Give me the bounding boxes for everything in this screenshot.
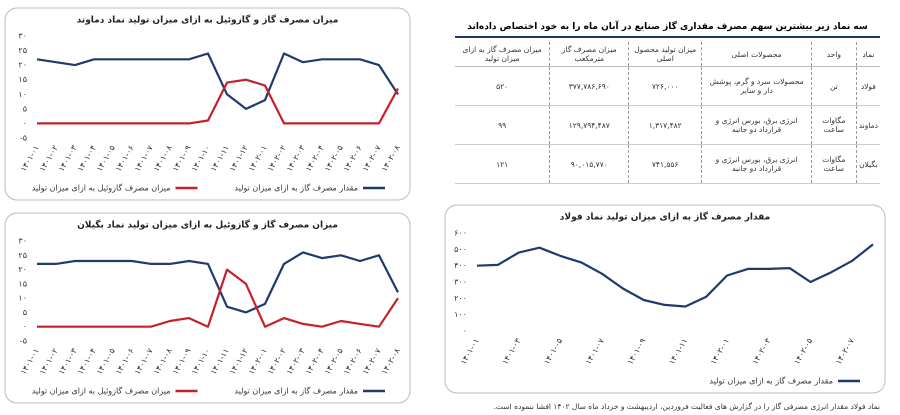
y-tick-label: ۱۵ [18, 279, 27, 288]
y-tick-label: -۵ [20, 134, 27, 143]
y-tick-label: ۰ [23, 119, 27, 128]
header-cell: محصولات اصلی [701, 42, 812, 67]
y-tick-label: ۴۰۰ [454, 261, 467, 270]
table-row: بگیلان مگاوات ساعت انرژی برق، بورس انرژی و… [455, 144, 880, 184]
x-tick-label: ۱۴۰۱-۱۱ [667, 337, 689, 366]
table-cell: ۳۷۷,۷۸۶,۶۹۰ [549, 66, 629, 106]
header-cell: واحد [811, 42, 857, 67]
footnote: نماد فولاد مقدار انرژی مصرفی گاز را در گ… [493, 402, 880, 411]
header-cell: میزان تولید محصول اصلی [628, 42, 702, 67]
chart-frame [4, 212, 411, 404]
legend-label: مقدار مصرف گاز به ازای میزان تولید [234, 183, 358, 193]
y-tick-label: ۱۰ [18, 294, 27, 303]
table-cell: ۷۴۱,۵۵۶ [628, 144, 702, 184]
y-tick-label: ۳۰ [18, 32, 27, 41]
legend-label: مقدار مصرف گاز به ازای میزان تولید [709, 376, 833, 386]
table-cell: مگاوات ساعت [811, 105, 857, 145]
table-cell: بگیلان [855, 144, 880, 184]
chart-frame [4, 7, 411, 201]
y-tick-label: ۶۰۰ [454, 229, 467, 238]
table-cell: تن [811, 66, 857, 106]
y-tick-label: ۱۰۰ [454, 310, 467, 319]
y-tick-label: ۲۰۰ [454, 294, 467, 303]
x-tick-label: ۱۴۰۲-۰۸ [380, 346, 402, 376]
series-line [37, 78, 399, 125]
series-line [37, 268, 399, 328]
y-tick-label: ۲۰ [18, 265, 27, 274]
y-tick-label: ۲۵ [18, 251, 27, 260]
header-row: نماد واحد محصولات اصلی میزان تولید محصول اص… [455, 42, 880, 67]
table-cell: انرژی برق، بورس انرژی و قرارداد دو جانبه [701, 144, 812, 184]
series-line [36, 52, 399, 110]
x-tick-label: ۱۴۰۲-۰۷ [834, 336, 856, 366]
x-tick-label: ۱۴۰۱-۰۱ [459, 337, 481, 366]
table-cell: ۱۲۹,۷۹۴,۴۸۷ [549, 105, 629, 145]
x-tick-label: ۱۴۰۲-۰۱ [709, 337, 731, 366]
legend-label: میزان مصرف گازوئیل به ازای میزان تولید [32, 183, 171, 193]
y-tick-label: ۰ [23, 322, 27, 331]
y-tick-label: ۲۵ [18, 46, 27, 55]
table-row: دماوند مگاوات ساعت انرژی برق، بورس انرژی و… [455, 105, 880, 145]
table-cell: ۹۰,۰۱۵,۷۷۰ [549, 144, 629, 184]
table-cell: ۱,۳۱۷,۴۸۲ [628, 105, 702, 145]
y-tick-label: ۳۰ [18, 237, 27, 246]
table-cell: انرژی برق، بورس انرژی و قرارداد دو جانبه [701, 105, 812, 145]
table-title: سه نماد زیر بیشترین سهم مصرف مقداری گاز … [455, 18, 880, 38]
table-cell: محصولات سرد و گرم، پوشش دار و سایر [701, 66, 812, 106]
table-panel: سه نماد زیر بیشترین سهم مصرف مقداری گاز … [455, 18, 880, 184]
y-tick-label: ۳۰۰ [454, 278, 467, 287]
table-cell: ۵۲۰ [455, 66, 550, 106]
table-cell: فولاد [855, 66, 880, 106]
x-tick-label: ۱۴۰۱-۰۵ [542, 337, 564, 366]
table-cell: ۷۲۶,۰۰۰ [628, 66, 702, 106]
x-tick-label: ۱۴۰۲-۰۸ [380, 143, 402, 173]
x-tick-label: ۱۴۰۱-۰۳ [500, 336, 522, 366]
table-cell: مگاوات ساعت [811, 144, 857, 184]
header-cell: نماد [855, 42, 880, 67]
table: نماد واحد محصولات اصلی میزان تولید محصول اص… [455, 42, 880, 184]
chart-title: مقدار مصرف گاز به ازای میزان تولید نماد … [560, 211, 770, 223]
table-cell: دماوند [855, 105, 880, 145]
chart-title: میزان مصرف گاز و گازوئیل به ازای میزان ت… [77, 14, 339, 26]
table-body: فولاد تن محصولات سرد و گرم، پوشش دار و سای… [455, 66, 880, 184]
x-tick-label: ۱۴۰۲-۰۳ [751, 336, 773, 366]
table-cell: ۹۹ [455, 105, 550, 145]
y-tick-label: -۵ [20, 337, 27, 346]
table-row: فولاد تن محصولات سرد و گرم، پوشش دار و سای… [455, 66, 880, 106]
x-tick-label: ۱۴۰۱-۰۷ [584, 336, 606, 366]
y-tick-label: ۵۰۰ [454, 245, 467, 254]
y-tick-label: ۰ [463, 327, 467, 336]
series-line [37, 251, 399, 314]
header-cell: میزان مصرف گاز به ازای میزان تولید [455, 42, 550, 67]
x-tick-label: ۱۴۰۲-۰۵ [792, 337, 814, 366]
table-cell: ۱۲۱ [455, 144, 550, 184]
y-tick-label: ۱۰ [18, 90, 27, 99]
y-tick-label: ۱۵ [18, 75, 27, 84]
legend-label: میزان مصرف گازوئیل به ازای میزان تولید [32, 386, 171, 396]
y-tick-label: ۵ [23, 104, 27, 113]
x-tick-label: ۱۴۰۱-۰۹ [626, 337, 648, 366]
header-cell: میزان مصرف گاز مترمکعب [549, 42, 629, 67]
y-tick-label: ۲۰ [18, 61, 27, 70]
chart-title: میزان مصرف گاز و گازوئیل به ازای میزان ت… [77, 219, 338, 231]
series-line [476, 243, 874, 308]
chart-frame [444, 204, 886, 394]
legend-label: مقدار مصرف گاز به ازای میزان تولید [234, 386, 358, 396]
y-tick-label: ۵ [23, 308, 27, 317]
